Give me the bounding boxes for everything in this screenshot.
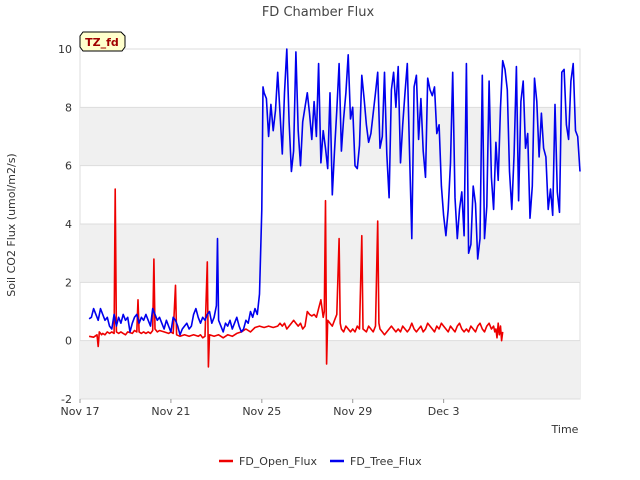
x-axis-label: Time [551, 423, 579, 436]
legend-label-open-flux: FD_Open_Flux [239, 455, 318, 468]
y-tick-label: 4 [65, 218, 72, 231]
x-tick-label: Nov 29 [333, 405, 372, 418]
badge-background [79, 31, 126, 52]
x-tick-label: Nov 21 [151, 405, 190, 418]
chart-title: FD Chamber Flux [262, 5, 375, 20]
legend-label-tree-flux: FD_Tree_Flux [350, 455, 422, 468]
y-tick-label: -2 [61, 393, 72, 406]
grid-band [80, 340, 580, 399]
x-tick-label: Nov 17 [61, 405, 100, 418]
y-axis-ticks: -2 0 2 4 6 8 10 [58, 43, 72, 406]
timezone-badge: TZ_fd [79, 31, 126, 52]
y-tick-label: 10 [58, 43, 72, 56]
y-axis-label: Soil CO2 Flux (umol/m2/s) [5, 153, 18, 296]
y-tick-label: 8 [65, 101, 72, 114]
series-lines [88, 48, 581, 368]
series-line-fd-open-flux [88, 188, 504, 368]
y-tick-label: 2 [65, 276, 72, 289]
legend: FD_Open_Flux FD_Tree_Flux [219, 455, 422, 468]
badge-label: TZ_fd [85, 36, 119, 49]
x-tick-label: Dec 3 [428, 405, 460, 418]
series-line-fd-tree-flux [88, 48, 581, 336]
legend-item-open-flux: FD_Open_Flux [219, 455, 318, 468]
x-axis-ticks: Nov 17 Nov 21 Nov 25 Nov 29 Dec 3 [61, 399, 460, 418]
y-tick-label: 6 [65, 160, 72, 173]
legend-item-tree-flux: FD_Tree_Flux [330, 455, 422, 468]
grid-band [80, 224, 580, 283]
y-tick-label: 0 [65, 335, 72, 348]
x-tick-label: Nov 25 [242, 405, 281, 418]
